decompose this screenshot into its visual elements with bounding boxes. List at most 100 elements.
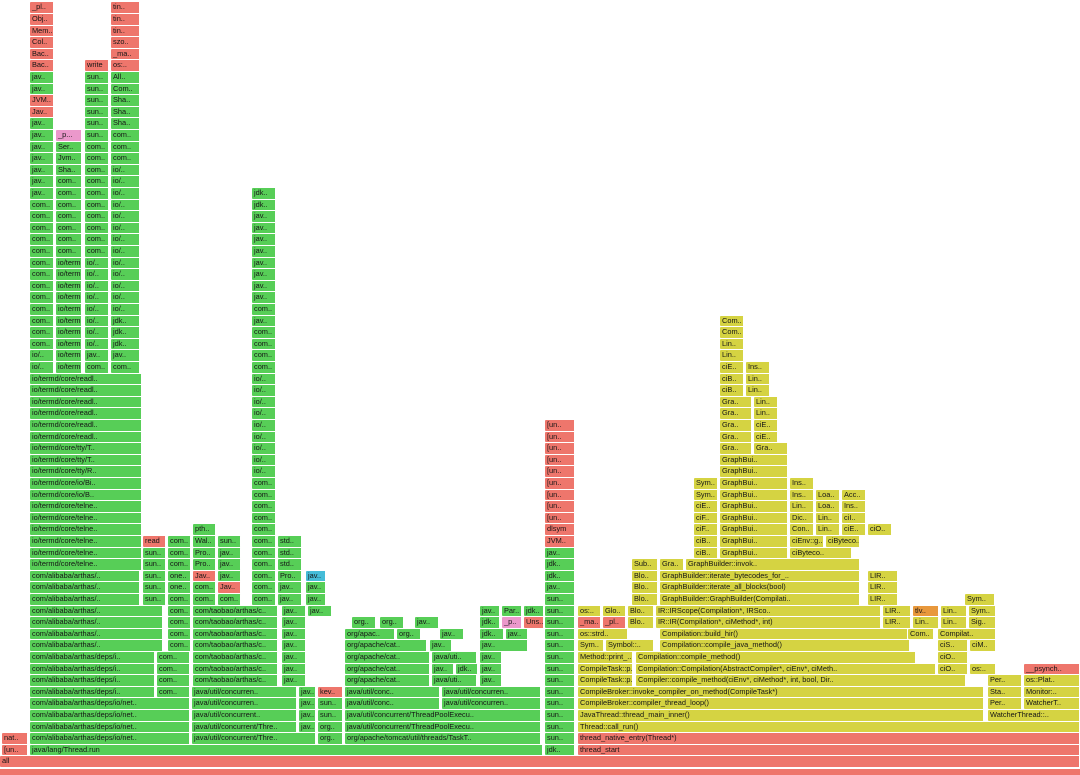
flame-frame[interactable]: os:.. xyxy=(111,60,140,71)
flame-frame[interactable]: __psynch.. xyxy=(1024,663,1080,675)
flame-frame[interactable]: io/.. xyxy=(252,454,276,466)
flame-frame[interactable]: GraphBui.. xyxy=(720,501,788,512)
flame-frame[interactable]: com.. xyxy=(85,153,109,164)
flame-frame[interactable]: io/.. xyxy=(111,199,140,211)
flame-frame[interactable]: jav.. xyxy=(111,350,140,361)
flame-frame[interactable]: [un.. xyxy=(545,420,575,431)
flame-frame[interactable]: jav.. xyxy=(306,594,326,605)
flame-frame[interactable]: com.. xyxy=(168,559,191,570)
flame-frame[interactable]: thread_start xyxy=(578,744,1080,756)
flame-frame[interactable]: io/.. xyxy=(85,304,109,315)
flame-frame[interactable]: com.. xyxy=(252,524,276,535)
flame-frame[interactable]: com/taobao/arthas/c.. xyxy=(193,652,278,663)
flame-frame[interactable]: com.. xyxy=(193,594,216,605)
flame-frame[interactable]: sun.. xyxy=(318,698,343,709)
flame-frame[interactable]: java/uti.. xyxy=(432,675,477,686)
flame-frame[interactable]: sun.. xyxy=(143,570,166,582)
flame-frame[interactable]: com.. xyxy=(85,246,109,257)
flame-frame[interactable]: org.. xyxy=(380,617,404,628)
flame-frame[interactable]: com/alibaba/arthas/deps/i.. xyxy=(30,652,155,663)
flame-frame[interactable]: GraphBui.. xyxy=(720,512,788,524)
flame-frame[interactable]: com.. xyxy=(30,327,54,338)
flame-frame[interactable]: org/apache/cat.. xyxy=(345,640,427,651)
flame-frame[interactable]: Par.. xyxy=(502,605,522,617)
flame-frame[interactable]: Ser.. xyxy=(56,141,82,153)
flame-frame[interactable]: io/termd/core/readl.. xyxy=(30,431,142,443)
flame-frame[interactable]: Lin.. xyxy=(720,350,744,361)
flame-frame[interactable]: com.. xyxy=(56,188,82,199)
flame-frame[interactable]: sun.. xyxy=(143,547,166,559)
flame-frame[interactable]: io/termd/core/readl.. xyxy=(30,373,142,385)
flame-frame[interactable]: com/taobao/arthas/c.. xyxy=(193,605,278,617)
flame-frame[interactable]: Lin.. xyxy=(790,501,814,512)
flame-frame[interactable]: std.. xyxy=(278,559,302,570)
flame-frame[interactable]: Gra.. xyxy=(720,431,752,443)
flame-frame[interactable]: os::Plat.. xyxy=(1024,675,1080,686)
flame-frame[interactable]: com/alibaba/arthas/deps/i.. xyxy=(30,663,155,675)
flame-frame[interactable]: com/alibaba/arthas/.. xyxy=(30,582,140,593)
flame-frame[interactable]: Glo.. xyxy=(603,605,626,617)
flame-frame[interactable]: [un.. xyxy=(545,431,575,443)
flame-frame[interactable]: jdk.. xyxy=(111,338,140,350)
flame-frame[interactable]: jav.. xyxy=(299,710,316,721)
flame-frame[interactable]: Pro.. xyxy=(278,570,302,582)
flame-frame[interactable]: com.. xyxy=(85,188,109,199)
flame-frame[interactable]: io/.. xyxy=(252,396,276,408)
flame-frame[interactable]: org/apac.. xyxy=(345,628,395,640)
flame-frame[interactable]: one.. xyxy=(168,582,191,593)
flame-frame[interactable]: Gra.. xyxy=(720,408,752,419)
flame-frame[interactable]: com/alibaba/arthas/deps/i.. xyxy=(30,686,155,698)
flame-frame[interactable]: [un.. xyxy=(545,501,575,512)
flame-frame[interactable]: com.. xyxy=(252,327,276,338)
flame-frame[interactable]: io/termd.. xyxy=(56,350,82,361)
flame-frame[interactable]: Lin.. xyxy=(720,338,744,350)
flame-frame[interactable]: com.. xyxy=(252,594,276,605)
flame-frame[interactable]: ciF.. xyxy=(694,512,718,524)
flame-frame[interactable]: sun.. xyxy=(143,594,166,605)
flame-frame[interactable]: jdk.. xyxy=(545,744,575,756)
flame-frame[interactable]: jav.. xyxy=(282,640,306,651)
flame-frame[interactable]: JavaThread::thread_main_inner() xyxy=(578,710,984,721)
flame-frame[interactable]: [un.. xyxy=(2,744,28,756)
flame-frame[interactable]: [un.. xyxy=(545,489,575,501)
flame-frame[interactable]: com/alibaba/arthas/deps/io/net.. xyxy=(30,698,190,709)
flame-frame[interactable]: jav.. xyxy=(252,280,276,292)
flame-frame[interactable]: io/.. xyxy=(85,257,109,269)
flame-frame[interactable]: write xyxy=(85,60,109,71)
flame-frame[interactable]: sun.. xyxy=(545,710,575,721)
flame-frame[interactable]: sun.. xyxy=(218,536,241,547)
flame-frame[interactable]: Lin.. xyxy=(754,396,778,408)
flame-frame[interactable]: GraphBui.. xyxy=(720,489,788,501)
flame-frame[interactable]: _pl.. xyxy=(30,2,54,13)
flame-frame[interactable]: jav.. xyxy=(308,605,332,617)
flame-frame[interactable]: io/termd/core/readl.. xyxy=(30,396,142,408)
flame-frame[interactable]: com.. xyxy=(56,176,82,187)
flame-frame[interactable]: org.. xyxy=(318,721,343,733)
flame-frame[interactable]: com.. xyxy=(56,222,82,234)
flame-frame[interactable]: com.. xyxy=(252,570,276,582)
flame-frame[interactable]: tlv.. xyxy=(913,605,939,617)
flame-frame[interactable]: com.. xyxy=(85,211,109,222)
flame-frame[interactable]: sun.. xyxy=(143,559,166,570)
flame-frame[interactable]: com.. xyxy=(30,269,54,280)
flame-frame[interactable]: java/util/conc.. xyxy=(345,686,440,698)
flame-frame[interactable]: io/termd.. xyxy=(56,269,82,280)
flame-frame[interactable]: com.. xyxy=(111,130,140,141)
flame-frame[interactable]: Con.. xyxy=(790,524,814,535)
flame-frame[interactable]: Symbol::.. xyxy=(606,640,654,651)
flame-frame[interactable]: Lin.. xyxy=(941,605,967,617)
flame-frame[interactable]: jav.. xyxy=(282,652,306,663)
flame-frame[interactable]: sun.. xyxy=(545,733,575,744)
flame-frame[interactable]: Lin.. xyxy=(754,408,778,419)
flame-frame[interactable]: io/termd/core/telne.. xyxy=(30,524,142,535)
flame-frame[interactable]: com.. xyxy=(252,559,276,570)
flame-frame[interactable]: com.. xyxy=(168,628,191,640)
flame-frame[interactable]: Com.. xyxy=(111,83,140,95)
flame-frame[interactable]: jav.. xyxy=(30,176,54,187)
flame-frame[interactable]: io/termd/core/telne.. xyxy=(30,536,142,547)
flame-frame[interactable]: Jav.. xyxy=(30,106,54,118)
flame-frame[interactable]: java/util/concurrent/Thre.. xyxy=(192,733,316,744)
flame-frame[interactable]: ciO.. xyxy=(938,652,968,663)
flame-frame[interactable]: all xyxy=(0,756,1080,767)
flame-frame[interactable]: ciB.. xyxy=(694,547,718,559)
